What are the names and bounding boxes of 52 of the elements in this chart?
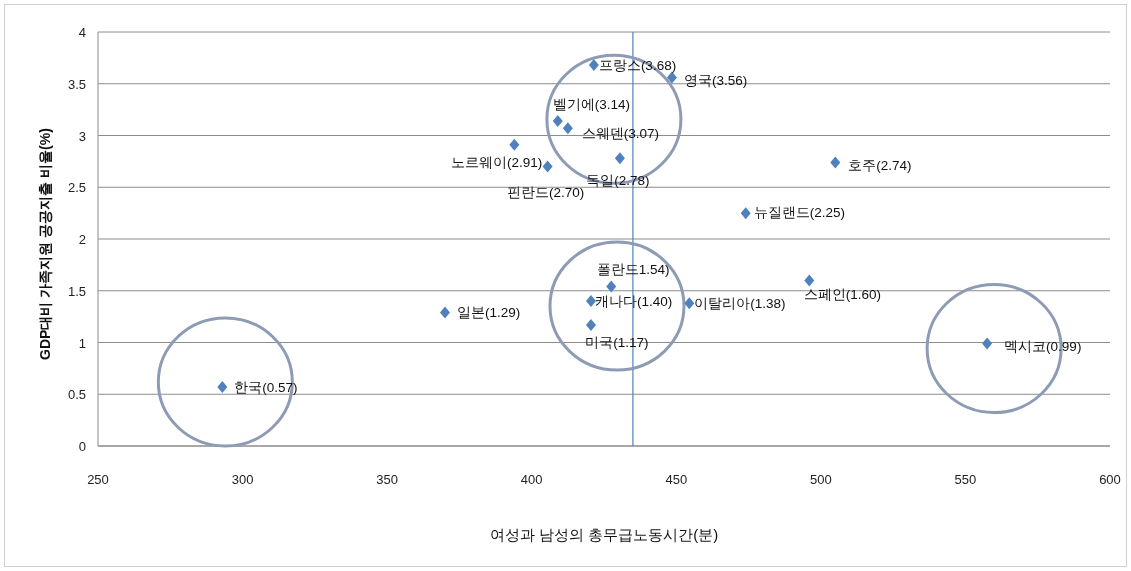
point xyxy=(217,381,228,394)
annotation: 영국(3.56) xyxy=(683,72,748,88)
y-tick-label: 3 xyxy=(78,128,86,144)
annotation: 뉴질랜드(2.25) xyxy=(753,205,845,221)
x-tick-label: 400 xyxy=(520,472,543,487)
point xyxy=(585,295,596,308)
annotation: 미국(1.17) xyxy=(585,334,649,350)
annotation: 스웨덴(3.07) xyxy=(581,126,660,142)
annotation: 일본(1.29) xyxy=(456,305,521,321)
y-tick-label: 2.5 xyxy=(67,180,86,196)
annotation: 핀란드(2.70) xyxy=(506,184,585,200)
annotation: 벨기에(3.14) xyxy=(552,97,631,113)
y-tick-label: 4 xyxy=(78,25,86,40)
x-tick-label: 350 xyxy=(376,472,398,487)
x-tick-label: 300 xyxy=(231,472,254,487)
annotation: 캐나다(1.40) xyxy=(594,294,673,310)
y-tick-label: 0 xyxy=(78,439,86,454)
x-axis-title: 여성과 남성의 총무급노동시간(분) xyxy=(489,526,719,543)
point xyxy=(562,122,573,135)
y-tick-label: 1 xyxy=(78,335,86,351)
point xyxy=(542,160,553,173)
point xyxy=(606,280,617,293)
point xyxy=(439,306,450,319)
y-axis-title: GDP대비 가족지원 공공지출 비율(%) xyxy=(37,128,53,360)
annotation: 호주(2.74) xyxy=(848,158,912,174)
point xyxy=(684,297,695,310)
point xyxy=(982,337,993,350)
point xyxy=(509,138,520,151)
point xyxy=(614,152,625,165)
annotation: 폴란드1.54) xyxy=(596,261,670,277)
point xyxy=(804,274,815,287)
point xyxy=(588,59,599,72)
annotation: 이탈리아(1.38) xyxy=(694,296,786,312)
point xyxy=(740,207,751,220)
x-tick-label: 550 xyxy=(954,472,977,487)
x-tick-label: 500 xyxy=(810,472,832,487)
x-tick-label: 600 xyxy=(1099,472,1121,487)
annotation: 프랑스(3.68) xyxy=(598,58,677,74)
point xyxy=(585,318,596,331)
y-tick-label: 0.5 xyxy=(67,387,86,403)
x-tick-label: 450 xyxy=(665,472,688,487)
point xyxy=(552,115,563,128)
x-tick-label: 250 xyxy=(87,472,109,487)
annotation: 한국(0.57) xyxy=(234,380,298,396)
annotation: 노르웨이(2.91) xyxy=(451,154,543,170)
annotation: 멕시코(0.99) xyxy=(1004,338,1082,354)
point xyxy=(830,156,841,169)
y-tick-label: 2 xyxy=(78,232,86,247)
annotation: 독일(2.78) xyxy=(586,173,650,189)
annotation: 스페인(1.60) xyxy=(803,287,881,303)
y-tick-label: 1.5 xyxy=(67,283,86,299)
y-tick-label: 3.5 xyxy=(67,76,86,92)
